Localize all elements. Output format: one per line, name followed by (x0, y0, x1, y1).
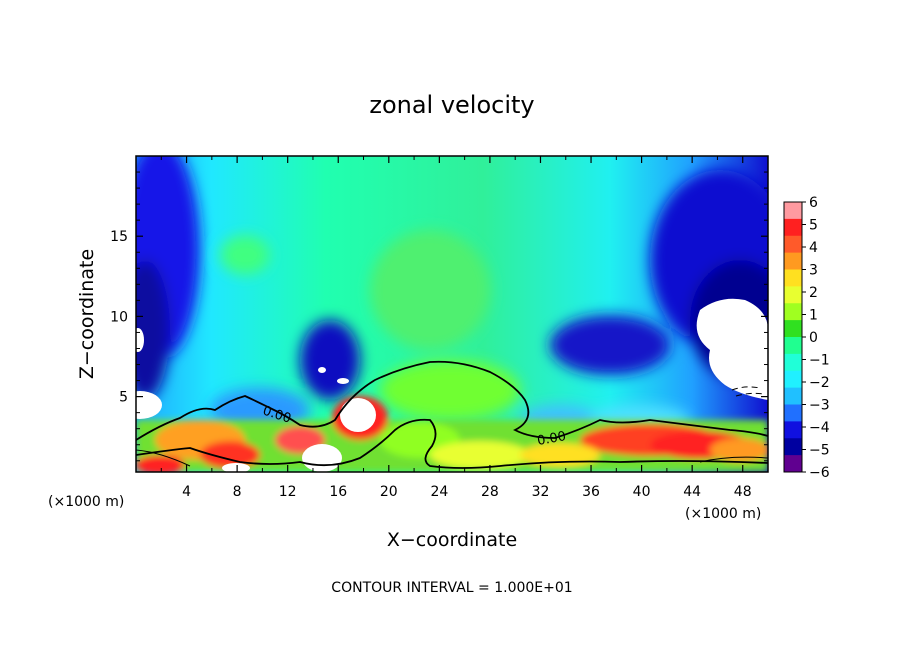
x-tick-label: 16 (329, 484, 347, 500)
contour-interval-note: CONTOUR INTERVAL = 1.000E+01 (331, 580, 572, 596)
colorbar-label: 2 (809, 285, 818, 301)
x-axis-label: X−coordinate (387, 529, 517, 551)
colorbar-label: 1 (809, 308, 818, 324)
colorbar-label: 3 (809, 263, 818, 279)
colorbar-label: −2 (809, 375, 830, 391)
colorbar-label: 0 (809, 330, 818, 346)
x-tick-label: 28 (481, 484, 499, 500)
colorbar-swatch (784, 202, 802, 220)
x-unit-label: (×1000 m) (685, 506, 761, 522)
colorbar-swatch (784, 235, 802, 254)
colorbar-swatch (784, 218, 802, 237)
colorbar-label: −4 (809, 420, 830, 436)
x-tick-label: 4 (182, 484, 191, 500)
colorbar-label: 5 (809, 218, 818, 234)
colorbar-swatch (784, 404, 802, 422)
x-tick-label: 32 (532, 484, 550, 500)
colorbar-swatch (784, 252, 802, 270)
colorbar-label: −1 (809, 353, 830, 369)
colorbar-swatch (784, 421, 802, 439)
x-tick-label: 40 (633, 484, 651, 500)
colorbar-label: −5 (809, 443, 830, 459)
x-tick-label: 36 (582, 484, 600, 500)
x-tick-label: 48 (734, 484, 752, 500)
x-axis: 4 8 12 16 20 24 28 32 36 40 44 48 (160, 156, 752, 500)
colorbar-swatch (784, 455, 802, 473)
colorbar-label: −6 (809, 465, 830, 481)
y-axis: 5 10 15 (110, 171, 768, 462)
x-tick-label: 24 (430, 484, 448, 500)
colorbar-label: 6 (809, 195, 818, 211)
plot-frame (135, 155, 769, 473)
colorbar-swatch (784, 438, 802, 456)
y-tick-label: 10 (110, 309, 128, 325)
y-axis-label: Z−coordinate (76, 249, 98, 379)
chart-title: zonal velocity (369, 91, 534, 119)
y-tick-label: 15 (110, 229, 128, 245)
colorbar: 6 5 4 3 2 1 0 −1 −2 −3 −4 −5 −6 (783, 195, 830, 481)
colorbar-label: −3 (809, 398, 830, 414)
colorbar-label: 4 (809, 240, 818, 256)
heatmap-field (136, 156, 768, 472)
x-tick-label: 44 (683, 484, 701, 500)
colorbar-swatch (784, 353, 802, 372)
x-tick-label: 8 (233, 484, 242, 500)
contour-label: 0.00 (536, 429, 567, 449)
colorbar-swatch (784, 320, 802, 338)
colorbar-swatch (784, 286, 802, 304)
x-tick-label: 20 (380, 484, 398, 500)
colorbar-swatch (784, 303, 802, 321)
y-unit-label: (×1000 m) (48, 494, 124, 510)
colorbar-swatch (784, 370, 802, 389)
colorbar-swatch (784, 387, 802, 405)
y-tick-label: 5 (119, 390, 128, 406)
colorbar-swatch (784, 337, 802, 355)
colorbar-swatch (784, 269, 802, 287)
x-tick-label: 12 (279, 484, 297, 500)
